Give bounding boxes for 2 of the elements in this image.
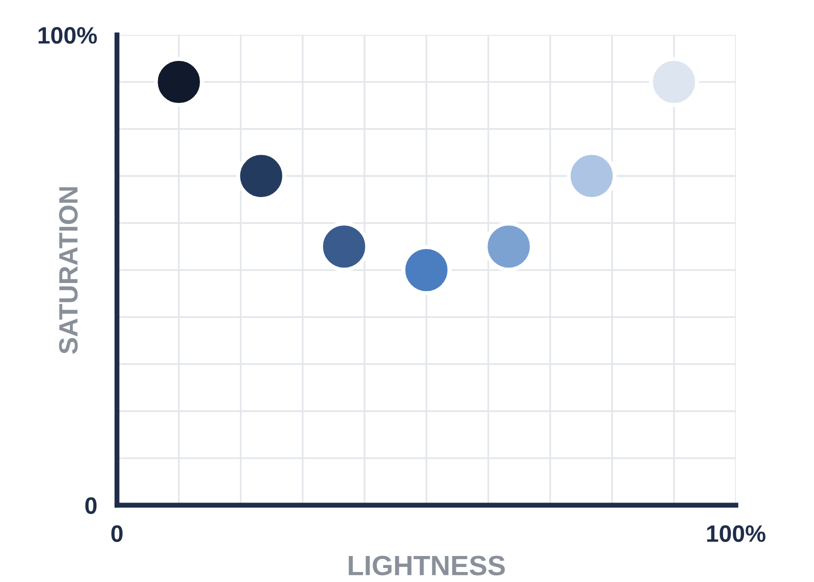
y-axis-title: SATURATION xyxy=(59,187,78,354)
x-axis-title: LIGHTNESS xyxy=(348,556,505,576)
